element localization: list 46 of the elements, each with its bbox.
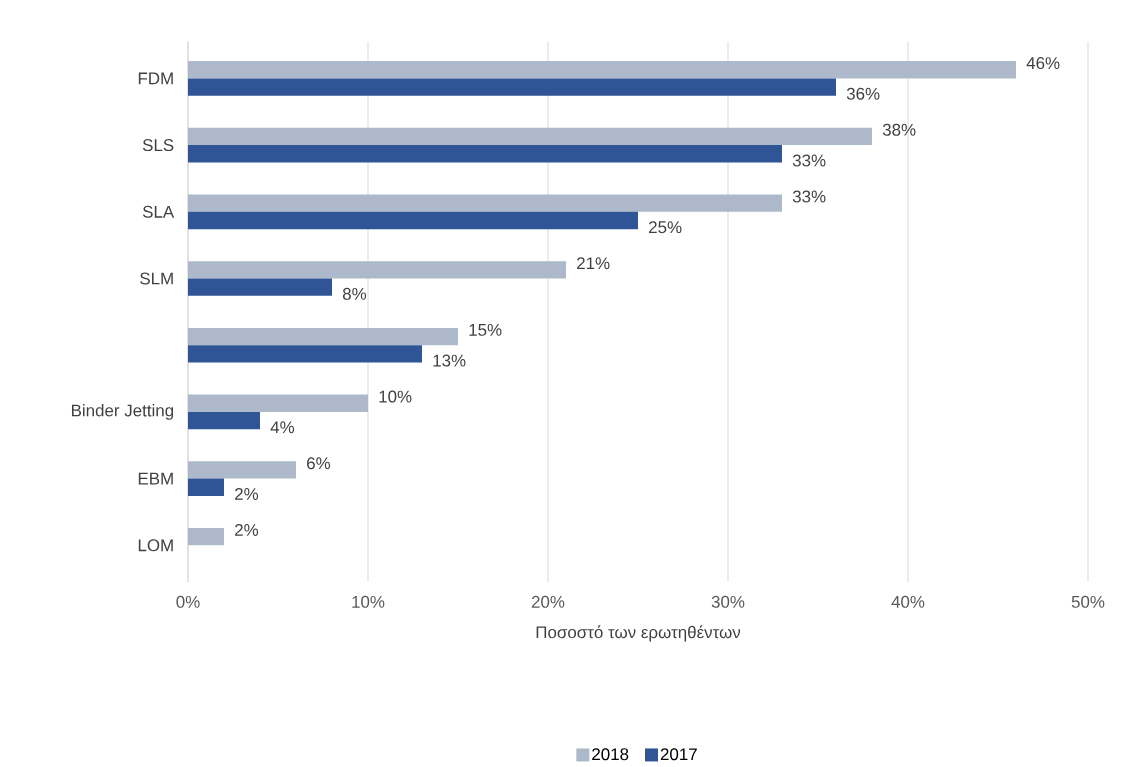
data-label: 15%: [469, 324, 502, 337]
y-tick-label: SLM: [140, 272, 173, 285]
data-label: 38%: [882, 123, 916, 136]
bar: [188, 328, 459, 346]
bar: [188, 261, 566, 279]
y-tick-label: EBM: [138, 472, 173, 485]
x-axis-title: Ποσοστό των ερωτηθέντων: [536, 625, 741, 642]
x-tick-label: 50%: [1071, 596, 1105, 609]
x-tick-label: 10%: [352, 596, 385, 609]
data-label: 2%: [235, 524, 259, 537]
bar: [188, 461, 296, 479]
bar: [188, 278, 332, 297]
legend-label: 2018: [592, 748, 629, 761]
bar: [188, 528, 224, 546]
x-tick-label: 0%: [176, 596, 200, 609]
data-label: 10%: [379, 390, 412, 403]
y-tick-label: LOM: [138, 539, 173, 552]
y-tick-label: Binder Jetting: [71, 404, 174, 420]
y-tick-label: SLS: [142, 139, 174, 152]
bar: [188, 194, 782, 213]
data-label: 6%: [307, 457, 331, 470]
x-tick-label: 20%: [531, 596, 565, 609]
bar: [188, 61, 1016, 79]
bar: [188, 412, 260, 430]
bar: [188, 145, 782, 163]
x-tick-label: 30%: [711, 596, 745, 609]
x-tick-label: 40%: [891, 596, 925, 609]
data-label: 46%: [1026, 57, 1060, 70]
bar: [188, 78, 836, 96]
legend-label: 2017: [660, 748, 697, 761]
bar: [188, 127, 872, 146]
data-label: 33%: [792, 154, 826, 167]
data-label: 25%: [649, 221, 682, 234]
bar: [188, 478, 224, 497]
data-label: 4%: [270, 421, 295, 434]
bar: [188, 212, 638, 230]
data-label: 13%: [433, 354, 466, 367]
data-label: 36%: [846, 87, 880, 100]
data-label: 33%: [792, 190, 826, 203]
data-label: 2%: [235, 488, 259, 501]
data-label: 8%: [342, 288, 367, 301]
bar: [188, 345, 423, 363]
y-tick-label: FDM: [138, 72, 173, 85]
data-label: 21%: [577, 257, 610, 270]
bar: [188, 394, 369, 413]
y-tick-label: SLA: [142, 206, 175, 219]
